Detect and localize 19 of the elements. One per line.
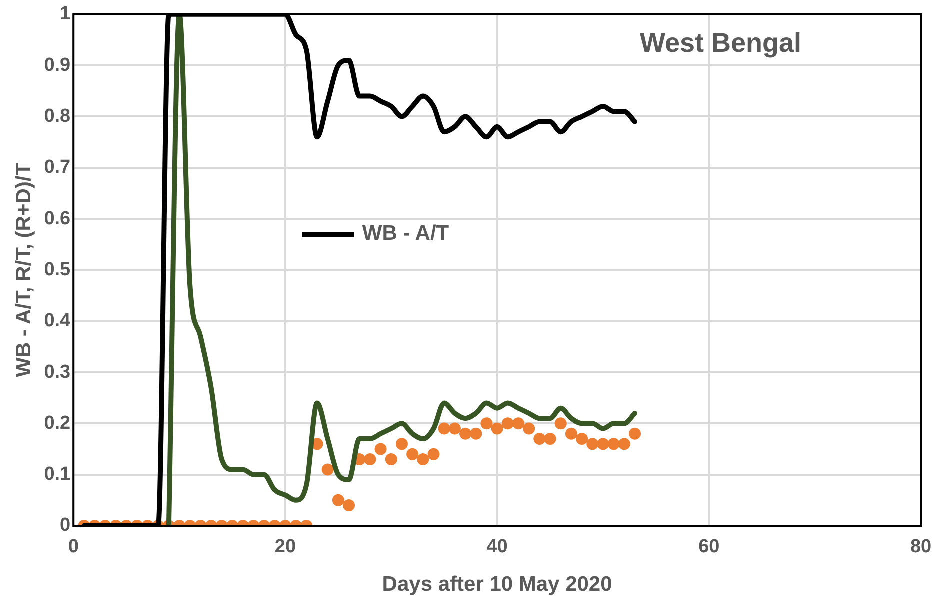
text: West Bengal [640, 28, 802, 59]
y-tick-label: 1 [60, 4, 72, 25]
y-tick-label: 0.5 [44, 259, 72, 280]
y-tick-label: 0.2 [44, 412, 71, 434]
x-tick-label: 60 [698, 536, 720, 558]
x-axis-title: Days after 10 May 2020 [382, 573, 612, 596]
y-axis-title: WB - A/T, R/T, (R+D)/T [12, 162, 36, 378]
y-tick-label: 0.3 [44, 362, 71, 383]
y-tick-label: 0.1 [44, 464, 72, 486]
y-tick-label: 0.9 [44, 54, 71, 76]
y-tick-label: 0.8 [44, 106, 71, 127]
legend-label: WB - A/T [362, 222, 450, 246]
x-tick-label: 40 [486, 536, 508, 558]
x-tick-label: 20 [274, 536, 296, 558]
x-tick-label: 80 [910, 536, 932, 558]
y-tick-label: 0 [60, 515, 71, 536]
y-tick-label: 0.4 [44, 310, 72, 332]
y-tick-label: 0.7 [44, 157, 71, 178]
y-tick-label: 0.6 [44, 208, 71, 230]
